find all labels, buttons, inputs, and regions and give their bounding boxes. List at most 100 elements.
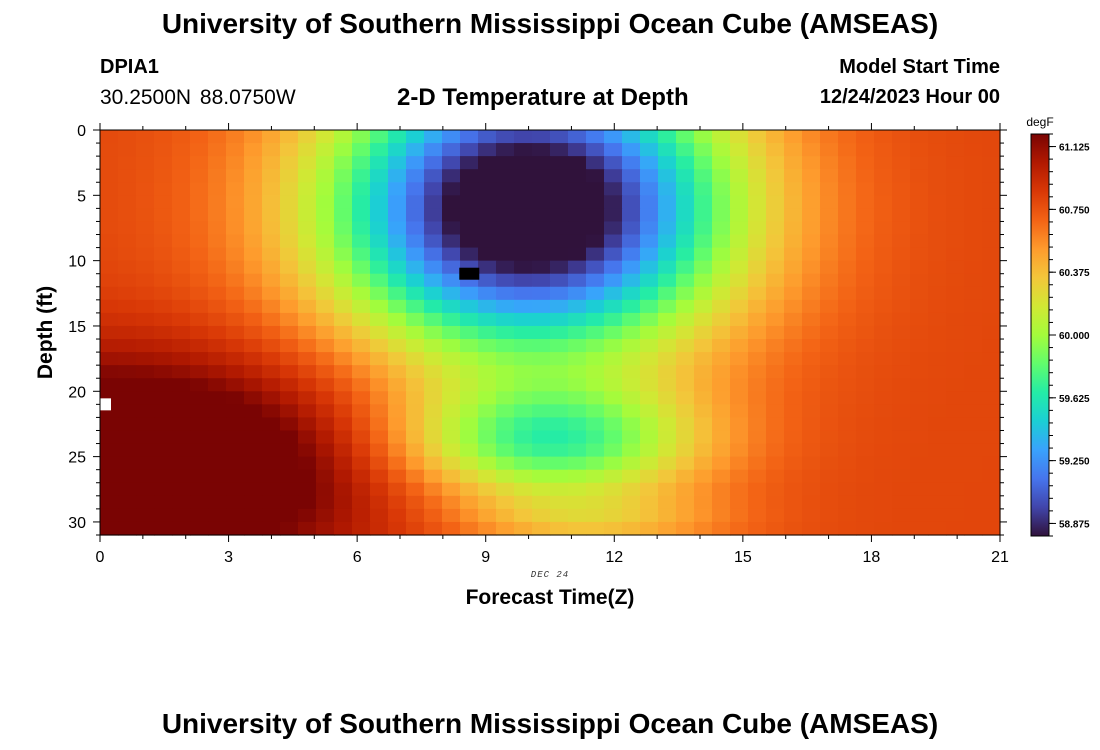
heatmap-cell: [496, 169, 515, 183]
heatmap-cell: [820, 273, 839, 288]
heatmap-cell: [856, 443, 875, 458]
heatmap-cell: [658, 404, 677, 419]
heatmap-cell: [730, 456, 749, 471]
heatmap-cell: [262, 391, 281, 405]
heatmap-cell: [622, 247, 641, 262]
heatmap-cell: [298, 156, 317, 170]
heatmap-cell: [496, 391, 515, 405]
heatmap-cell: [802, 169, 821, 183]
heatmap-cell: [442, 208, 461, 223]
heatmap-cell: [154, 469, 173, 484]
heatmap-cell: [316, 130, 335, 144]
heatmap-cell: [190, 352, 209, 366]
heatmap-cell: [964, 508, 983, 523]
heatmap-cell: [586, 143, 605, 157]
heatmap-cell: [658, 273, 677, 288]
heatmap-cell: [982, 260, 1001, 275]
heatmap-cell: [568, 521, 587, 536]
heatmap-cell: [280, 378, 299, 392]
heatmap-cell: [856, 247, 875, 262]
heatmap-cell: [802, 521, 821, 536]
heatmap-cell: [712, 312, 731, 327]
heatmap-cell: [460, 456, 479, 471]
heatmap-cell: [784, 417, 803, 432]
heatmap-cell: [262, 482, 281, 497]
heatmap-cell: [370, 286, 389, 301]
heatmap-cell: [154, 482, 173, 497]
station-coordinates: 30.2500N 88.0750W: [100, 86, 296, 109]
heatmap-cell: [352, 352, 371, 366]
heatmap-cell: [514, 130, 533, 144]
heatmap-cell: [334, 404, 353, 419]
heatmap-cell: [622, 234, 641, 249]
heatmap-cell: [766, 130, 785, 144]
heatmap-cell: [226, 443, 245, 458]
heatmap-cell: [802, 247, 821, 262]
heatmap-cell: [406, 247, 425, 262]
heatmap-cell: [136, 325, 155, 340]
heatmap-cell: [838, 417, 857, 432]
heatmap-cell: [406, 482, 425, 497]
missing-cell: [100, 398, 111, 411]
heatmap-cell: [946, 273, 965, 288]
heatmap-cell: [694, 417, 713, 432]
heatmap-cell: [496, 521, 515, 536]
heatmap-cell: [838, 325, 857, 340]
heatmap-cell: [676, 508, 695, 523]
heatmap-cell: [406, 312, 425, 327]
heatmap-cell: [910, 456, 929, 471]
heatmap-cell: [856, 495, 875, 510]
heatmap-cell: [370, 352, 389, 366]
heatmap-cell: [964, 391, 983, 405]
heatmap-cell: [406, 286, 425, 301]
heatmap-cell: [910, 221, 929, 236]
heatmap-cell: [820, 430, 839, 445]
heatmap-cell: [622, 378, 641, 392]
heatmap-cell: [982, 521, 1001, 536]
heatmap-cell: [334, 430, 353, 445]
heatmap-cell: [838, 339, 857, 353]
heatmap-cell: [730, 443, 749, 458]
heatmap-cell: [100, 312, 119, 327]
heatmap-cell: [892, 247, 911, 262]
heatmap-cell: [190, 312, 209, 327]
heatmap-cell: [154, 182, 173, 196]
heatmap-cell: [604, 312, 623, 327]
heatmap-cell: [208, 456, 227, 471]
heatmap-cell: [190, 286, 209, 301]
heatmap-cell: [460, 352, 479, 366]
heatmap-cell: [442, 352, 461, 366]
heatmap-cell: [982, 286, 1001, 301]
heatmap-cell: [748, 195, 767, 209]
heatmap-cell: [496, 325, 515, 340]
heatmap-cell: [280, 443, 299, 458]
heatmap-cell: [658, 312, 677, 327]
colorbar-unit: degF: [1026, 115, 1053, 129]
heatmap-cell: [730, 143, 749, 157]
heatmap-cell: [802, 156, 821, 170]
heatmap-cell: [496, 247, 515, 262]
heatmap-cell: [424, 404, 443, 419]
heatmap-cell: [712, 495, 731, 510]
heatmap-cell: [334, 495, 353, 510]
heatmap-cell: [532, 195, 551, 209]
heatmap-cell: [532, 339, 551, 353]
heatmap-cell: [496, 469, 515, 484]
heatmap-cell: [442, 130, 461, 144]
heatmap-cell: [298, 312, 317, 327]
heatmap-cell: [316, 469, 335, 484]
heatmap-cell: [406, 273, 425, 288]
heatmap-cell: [262, 325, 281, 340]
heatmap-cell: [946, 247, 965, 262]
heatmap-cell: [298, 404, 317, 419]
heatmap-cell: [586, 391, 605, 405]
heatmap-cell: [334, 143, 353, 157]
heatmap-cell: [874, 312, 893, 327]
heatmap-cell: [982, 456, 1001, 471]
heatmap-cell: [910, 234, 929, 249]
heatmap-cell: [352, 508, 371, 523]
heatmap-cell: [550, 247, 569, 262]
heatmap-cell: [676, 195, 695, 209]
heatmap-cell: [748, 221, 767, 236]
heatmap-cell: [802, 208, 821, 223]
